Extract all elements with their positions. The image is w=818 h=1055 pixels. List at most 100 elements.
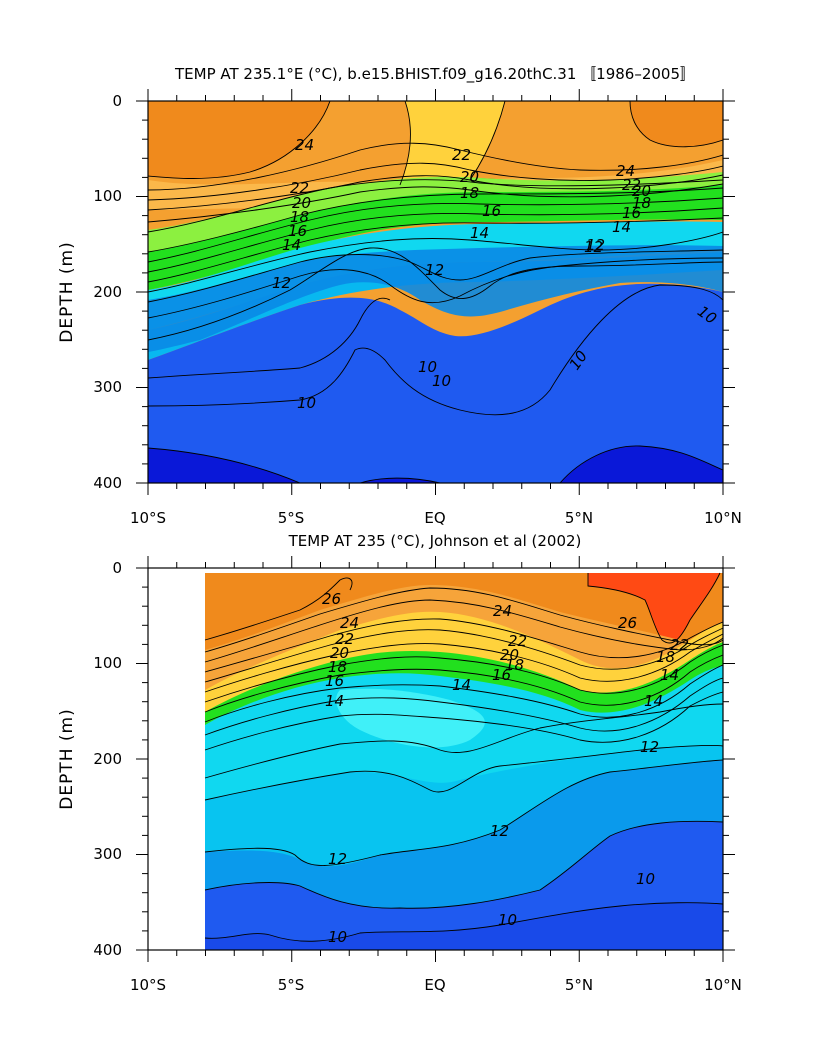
bottom-contour-label: 24 <box>493 602 512 620</box>
top-x-tick-label: 10°S <box>130 509 166 527</box>
bottom-contour-line <box>204 744 723 801</box>
bottom-contour-label: 12 <box>640 738 659 756</box>
top-contour-label: 12 <box>272 274 291 292</box>
bottom-contour-line <box>204 654 723 713</box>
top-contour-line <box>148 217 723 283</box>
bottom-contour-line <box>204 677 723 736</box>
top-contour-label: 16 <box>482 202 501 220</box>
top-contour-line <box>148 207 723 273</box>
bottom-contour-label: 14 <box>325 692 344 710</box>
top-contour-label: 18 <box>290 208 309 226</box>
bottom-contour-labels: 26 24 22 20 18 16 14 24 22 20 18 16 14 1… <box>322 590 689 946</box>
top-contour-label: 18 <box>632 194 651 212</box>
bottom-y-tick-label: 100 <box>93 654 122 672</box>
bottom-band-brightcyan <box>336 688 485 748</box>
bottom-panel: TEMP AT 235 (°C), Johnson et al (2002) <box>57 532 742 994</box>
top-band-midblue <box>148 245 723 352</box>
top-x-tick-label: 5°N <box>565 509 593 527</box>
bottom-band-deepblue <box>205 902 723 950</box>
top-contour-label: 14 <box>470 224 489 242</box>
top-contour-label: 12 <box>425 261 444 279</box>
top-contour-line <box>148 249 723 303</box>
top-contour-line <box>148 257 723 319</box>
bottom-contour-field <box>204 572 723 950</box>
top-contour-line <box>148 297 391 379</box>
bottom-contour-label: 20 <box>330 644 349 662</box>
top-contour-label: 22 <box>290 179 309 197</box>
bottom-contour-line <box>204 577 353 641</box>
top-contour-line <box>148 231 723 293</box>
top-band-yellow <box>400 101 505 185</box>
top-contour-line <box>148 247 723 341</box>
top-contour-line <box>148 447 301 483</box>
bottom-y-tick-label: 200 <box>93 750 122 768</box>
top-contour-line <box>148 179 723 233</box>
top-contour-label: 10 <box>418 358 437 376</box>
bottom-contour-label: 14 <box>660 666 679 684</box>
bottom-y-tick-label: 0 <box>112 559 122 577</box>
bottom-contour-label: 26 <box>322 590 341 608</box>
bottom-contour-line <box>587 572 721 644</box>
bottom-contour-label: 24 <box>340 614 359 632</box>
bottom-contour-line <box>204 599 723 663</box>
top-band-orange-left <box>148 101 330 179</box>
bottom-x-tick-label: 10°N <box>704 976 742 994</box>
top-band-deep-right <box>560 445 723 483</box>
bottom-contour-label: 14 <box>452 676 471 694</box>
top-contour-line <box>148 197 723 263</box>
top-contour-label: 12 <box>584 238 603 256</box>
bottom-contour-label: 12 <box>490 822 509 840</box>
bottom-contour-line <box>204 664 723 723</box>
top-contour-line <box>148 174 723 211</box>
bottom-contour-line <box>204 627 723 683</box>
bottom-contour-label: 18 <box>505 656 524 674</box>
top-contour-line <box>469 101 506 181</box>
top-contour-line <box>629 101 723 148</box>
top-y-tick-label: 300 <box>93 378 122 396</box>
top-contour-line <box>559 445 723 483</box>
top-contour-label: 24 <box>616 162 635 180</box>
bottom-contour-label: 18 <box>656 648 675 666</box>
top-contour-label: 12 <box>586 236 605 254</box>
bottom-x-tick-label: 5°N <box>565 976 593 994</box>
bottom-x-tick-label: EQ <box>424 976 445 994</box>
top-y-tick-label: 100 <box>93 187 122 205</box>
top-contour-field <box>148 101 723 483</box>
bottom-contour-label: 22 <box>670 636 689 654</box>
bottom-contour-line <box>204 820 723 909</box>
top-title: TEMP AT 235.1°E (°C), b.e15.BHIST.f09_g1… <box>174 65 695 84</box>
top-contour-line <box>148 101 331 179</box>
top-contour-label: 16 <box>288 222 307 240</box>
bottom-contour-label: 12 <box>328 850 347 868</box>
bottom-contour-line <box>204 703 723 779</box>
top-x-tick-label: 10°N <box>704 509 742 527</box>
bottom-contour-label: 26 <box>618 614 637 632</box>
top-band-deep-left <box>148 448 300 483</box>
top-contour-label: 16 <box>622 204 641 222</box>
bottom-contour-label: 22 <box>508 632 527 650</box>
top-contour-label: 20 <box>460 168 479 186</box>
top-contour-line <box>148 162 723 201</box>
top-contour-line <box>399 101 411 186</box>
top-x-tick-label: 5°S <box>278 509 305 527</box>
bottom-contour-line <box>204 587 723 653</box>
top-contour-label: 22 <box>452 146 471 164</box>
top-contour-label: 14 <box>612 218 631 236</box>
bottom-contour-line <box>204 644 723 703</box>
bottom-axis-ticks <box>136 556 735 962</box>
bottom-contour-line <box>204 633 723 693</box>
bottom-contour-label: 10 <box>498 911 517 929</box>
top-contour-label: 20 <box>632 182 651 200</box>
top-y-tick-label: 200 <box>93 283 122 301</box>
bottom-x-tick-label: 10°S <box>130 976 166 994</box>
top-contour-label: 10 <box>432 372 451 390</box>
bottom-contour-line <box>204 902 723 942</box>
top-y-axis-label: DEPTH (m) <box>57 241 77 342</box>
bottom-contour-line <box>204 759 723 866</box>
bottom-contour-label: 14 <box>644 692 663 710</box>
bottom-y-tick-label: 300 <box>93 845 122 863</box>
top-contour-label: 24 <box>295 136 314 154</box>
top-contour-label: 10 <box>297 394 316 412</box>
top-contour-label: 22 <box>622 176 641 194</box>
